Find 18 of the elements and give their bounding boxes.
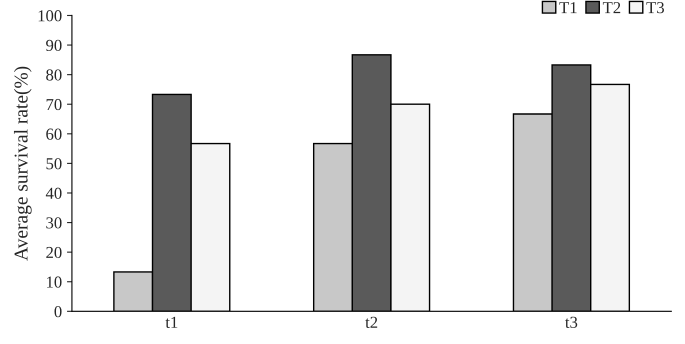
y-tick-label: 10 [47,276,62,288]
x-tick-label: t1 [166,316,178,328]
y-tick-label: 60 [46,128,62,140]
y-tick-label: 80 [46,69,62,81]
x-tick-label: t2 [365,316,378,328]
y-tick-label: 30 [46,217,62,229]
legend-label: T1 [559,2,577,14]
y-axis-title: Average survival rate(%) [14,66,32,261]
x-tick-label: t3 [565,316,578,328]
legend-label: T2 [602,2,620,14]
y-tick-label: 70 [46,98,62,110]
y-tick-label: 40 [46,188,62,199]
legend-label: T3 [646,2,664,14]
y-tick-label: 100 [38,10,62,22]
y-tick-label: 90 [46,40,62,52]
y-tick-label: 0 [54,306,62,318]
y-tick-label: 20 [46,246,62,258]
y-tick-label: 50 [46,158,62,170]
